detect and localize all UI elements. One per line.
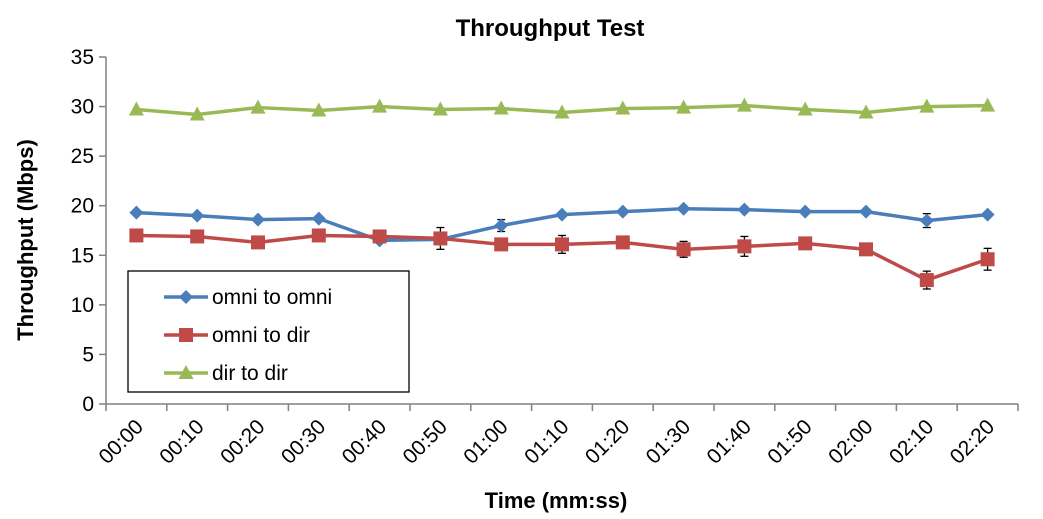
data-point-series-3 <box>858 104 874 119</box>
x-tick-label: 02:00 <box>824 415 877 468</box>
data-point-series-1 <box>311 211 326 226</box>
x-tick-label: 00:40 <box>338 415 391 468</box>
data-point-series-3 <box>615 100 631 115</box>
data-point-series-1 <box>190 208 205 223</box>
x-tick-label: 02:20 <box>946 415 999 468</box>
y-tick-label: 30 <box>71 96 94 119</box>
x-tick-label: 00:50 <box>399 415 452 468</box>
legend-swatch-marker <box>179 290 193 304</box>
x-tick-label: 00:30 <box>277 415 330 468</box>
y-tick-label: 0 <box>82 393 94 416</box>
x-tick-label: 00:20 <box>216 415 269 468</box>
x-tick-label: 01:30 <box>642 415 695 468</box>
data-point-series-2 <box>311 228 326 243</box>
data-point-series-2 <box>433 231 448 246</box>
data-point-series-3 <box>493 100 509 115</box>
data-point-series-1 <box>251 212 265 227</box>
data-point-series-1 <box>615 204 630 219</box>
data-point-series-3 <box>128 101 144 116</box>
data-point-series-3 <box>250 99 266 114</box>
data-point-series-1 <box>737 202 752 217</box>
x-tick-label: 00:10 <box>155 415 208 468</box>
data-point-series-2 <box>676 242 691 257</box>
data-point-series-3 <box>311 102 327 117</box>
data-point-series-3 <box>676 99 692 114</box>
legend-label: omni to dir <box>212 324 310 347</box>
data-point-series-2 <box>737 239 752 254</box>
x-tick-label: 01:50 <box>763 415 816 468</box>
data-point-series-1 <box>676 201 691 216</box>
series-markers <box>128 97 996 288</box>
x-axis-title: Time (mm:ss) <box>485 488 628 513</box>
data-point-series-3 <box>797 101 813 116</box>
legend-label: dir to dir <box>212 362 288 385</box>
y-axis-title: Throughput (Mbps) <box>13 139 38 341</box>
data-point-series-2 <box>129 228 144 243</box>
x-tick-label: 01:10 <box>520 415 573 468</box>
y-tick-label: 5 <box>82 343 94 366</box>
data-point-series-1 <box>555 207 569 222</box>
data-point-series-1 <box>129 205 144 220</box>
legend-swatch-marker <box>178 365 194 379</box>
x-tick-label: 01:00 <box>459 415 512 468</box>
y-tick-label: 15 <box>71 244 94 267</box>
data-point-series-3 <box>189 106 205 121</box>
data-point-series-2 <box>859 242 873 257</box>
data-point-series-3 <box>554 104 570 119</box>
data-point-series-1 <box>980 207 995 222</box>
x-tick-label: 01:40 <box>703 415 756 468</box>
x-tick-label: 02:10 <box>885 415 938 468</box>
data-point-series-2 <box>919 273 934 288</box>
data-point-series-1 <box>859 204 873 219</box>
y-tick-label: 10 <box>71 294 94 317</box>
x-tick-label: 01:20 <box>581 415 634 468</box>
data-point-series-2 <box>615 235 630 250</box>
data-point-series-3 <box>372 98 388 113</box>
data-point-series-3 <box>736 97 752 112</box>
data-point-series-3 <box>432 101 448 116</box>
legend: omni to omni omni to dir dir to dir <box>127 270 410 393</box>
y-tick-label: 25 <box>71 145 94 168</box>
data-point-series-2 <box>494 237 509 252</box>
data-point-series-2 <box>190 229 205 244</box>
data-point-series-2 <box>980 252 995 267</box>
data-point-series-2 <box>555 237 569 252</box>
error-bars <box>436 212 992 290</box>
chart-title: Throughput Test <box>456 15 645 42</box>
data-point-series-2 <box>251 235 265 250</box>
data-point-series-3 <box>919 98 935 113</box>
data-point-series-2 <box>372 229 387 244</box>
data-point-series-1 <box>798 204 813 219</box>
y-tick-label: 20 <box>71 195 94 218</box>
legend-swatch-marker <box>179 328 193 342</box>
data-point-series-3 <box>980 97 996 112</box>
y-tick-label: 35 <box>71 46 94 69</box>
data-point-series-1 <box>919 213 934 228</box>
legend-label: omni to omni <box>212 286 332 309</box>
data-point-series-1 <box>494 218 509 233</box>
x-tick-label: 00:00 <box>95 415 148 468</box>
data-point-series-2 <box>798 236 813 251</box>
